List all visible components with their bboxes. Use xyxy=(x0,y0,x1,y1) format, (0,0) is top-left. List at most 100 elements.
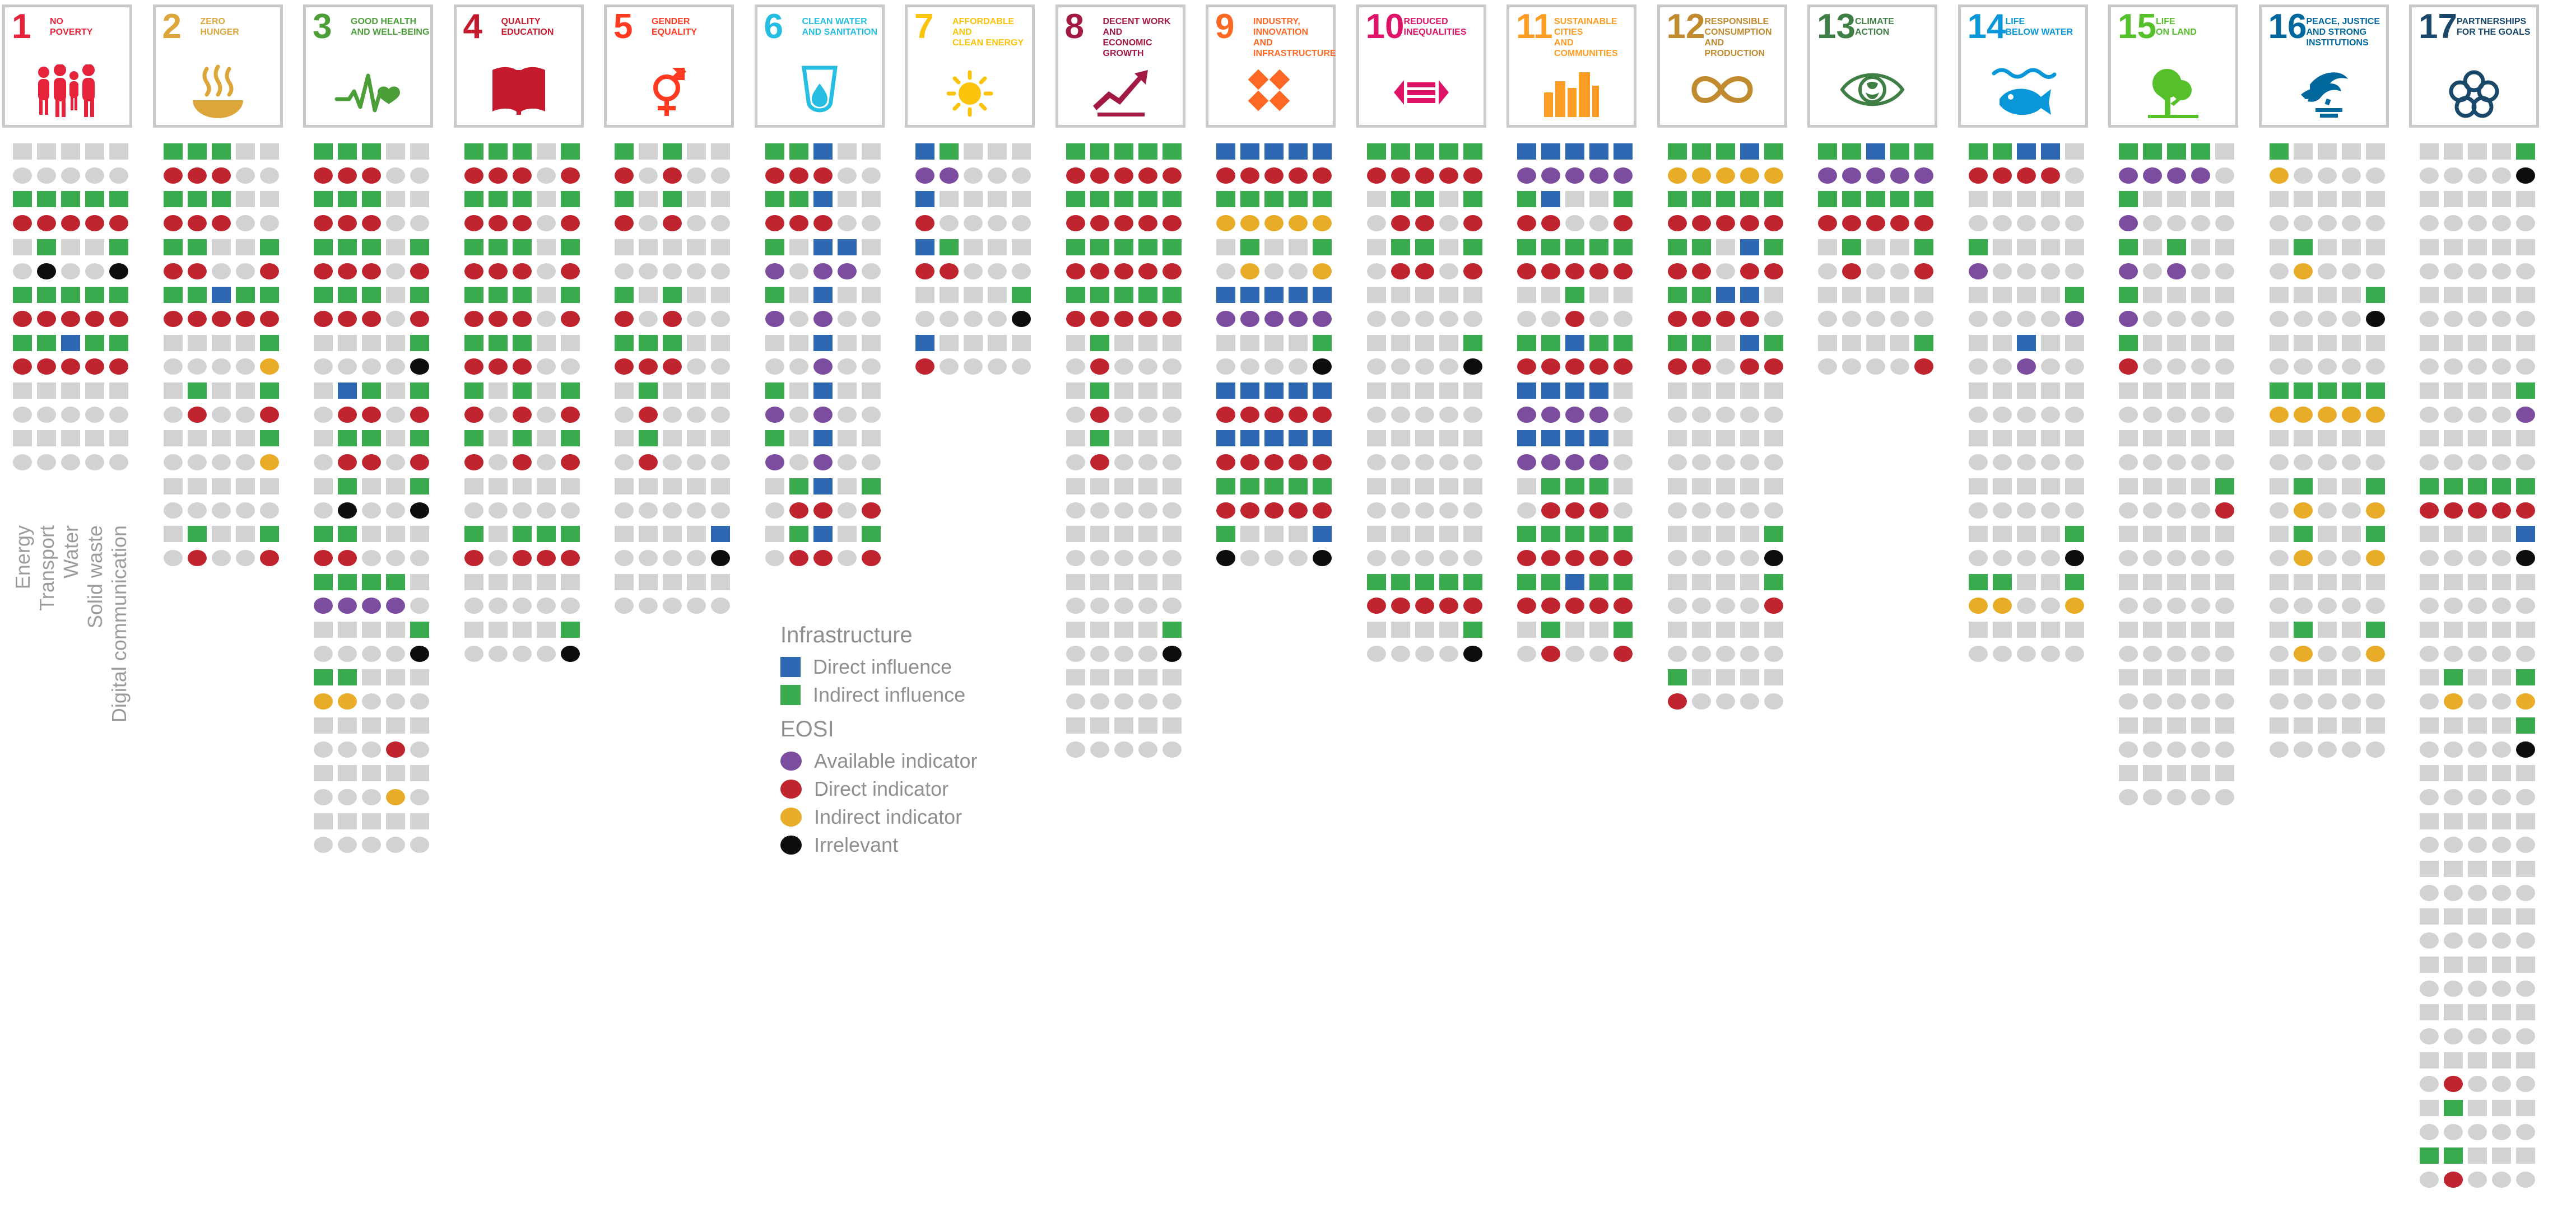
matrix-cell-g12-r2-c5 xyxy=(1764,167,1783,184)
matrix-cell-g8-r21-c5 xyxy=(1162,622,1182,638)
matrix-cell-g16-r21-c5 xyxy=(2365,622,2385,638)
legend-irrelevant-label: Irrelevant xyxy=(814,833,899,856)
matrix-cell-g14-r14-c3 xyxy=(2016,454,2036,471)
matrix-cell-g3-r23-c5 xyxy=(410,669,429,686)
sdg-card-14: 14 LIFE BELOW WATER xyxy=(1957,4,2088,128)
matrix-cell-g4-r14-c4 xyxy=(536,454,556,471)
matrix-cell-g7-r3-c1 xyxy=(915,191,934,208)
matrix-cell-g10-r13-c2 xyxy=(1391,430,1410,447)
matrix-cell-g17-r8-c2 xyxy=(2444,310,2463,327)
matrix-cell-g16-r25-c5 xyxy=(2365,717,2385,734)
matrix-cell-g17-r21-c2 xyxy=(2444,622,2463,638)
matrix-cell-g1-r3-c1 xyxy=(13,191,32,208)
matrix-cell-g10-r18-c4 xyxy=(1439,549,1458,566)
matrix-cell-g3-r20-c2 xyxy=(338,598,357,614)
sdg-6-icon xyxy=(792,64,848,123)
matrix-cell-g10-r7-c5 xyxy=(1463,287,1482,304)
matrix-cell-g12-r12-c4 xyxy=(1740,406,1759,423)
matrix-cell-g8-r20-c1 xyxy=(1066,598,1085,614)
matrix-cell-g4-r10-c2 xyxy=(488,358,508,375)
matrix-cell-g9-r14-c4 xyxy=(1289,454,1308,471)
matrix-cell-g13-r5-c3 xyxy=(1866,239,1885,255)
matrix-cell-g17-r41-c1 xyxy=(2420,1100,2439,1116)
matrix-cell-g14-r19-c1 xyxy=(1968,573,1988,590)
matrix-cell-g5-r6-c4 xyxy=(687,263,706,279)
matrix-cell-g17-r29-c2 xyxy=(2444,813,2463,829)
matrix-cell-g3-r4-c1 xyxy=(314,215,333,232)
matrix-cell-g15-r6-c4 xyxy=(2191,263,2210,279)
matrix-cell-g6-r13-c4 xyxy=(837,430,857,447)
matrix-cell-g4-r5-c4 xyxy=(536,239,556,255)
matrix-cell-g1-r9-c3 xyxy=(61,334,80,351)
matrix-cell-g4-r6-c3 xyxy=(512,263,532,279)
matrix-cell-g1-r2-c4 xyxy=(85,167,104,184)
matrix-cell-g13-r2-c1 xyxy=(1818,167,1837,184)
legend-eosi-heading: EOSI xyxy=(780,717,834,741)
matrix-cell-g11-r2-c5 xyxy=(1614,167,1633,184)
matrix-cell-g1-r2-c2 xyxy=(37,167,56,184)
matrix-cell-g11-r4-c2 xyxy=(1541,215,1560,232)
matrix-cell-g11-r1-c1 xyxy=(1517,143,1536,160)
matrix-cell-g14-r3-c5 xyxy=(2064,191,2084,208)
matrix-cell-g11-r7-c2 xyxy=(1541,287,1560,304)
matrix-cell-g9-r15-c3 xyxy=(1264,478,1284,494)
matrix-cell-g9-r13-c3 xyxy=(1264,430,1284,447)
matrix-cell-g16-r17-c2 xyxy=(2293,526,2313,543)
matrix-cell-g5-r7-c3 xyxy=(663,287,682,304)
matrix-cell-g2-r11-c2 xyxy=(187,382,207,399)
matrix-cell-g10-r20-c1 xyxy=(1366,598,1386,614)
matrix-cell-g17-r26-c1 xyxy=(2420,741,2439,758)
matrix-cell-g2-r10-c5 xyxy=(259,358,279,375)
sdg-6-title: CLEAN WATER AND SANITATION xyxy=(802,17,878,37)
matrix-cell-g6-r13-c2 xyxy=(789,430,808,447)
matrix-cell-g5-r2-c5 xyxy=(711,167,730,184)
matrix-cell-g14-r11-c4 xyxy=(2040,382,2060,399)
matrix-cell-g14-r16-c1 xyxy=(1968,502,1988,519)
matrix-cell-g10-r16-c2 xyxy=(1391,502,1410,519)
matrix-cell-g17-r23-c1 xyxy=(2420,669,2439,686)
matrix-cell-g3-r2-c3 xyxy=(362,167,381,184)
matrix-cell-g10-r18-c1 xyxy=(1366,549,1386,566)
matrix-cell-g17-r36-c2 xyxy=(2444,980,2463,997)
matrix-cell-g4-r20-c2 xyxy=(488,598,508,614)
matrix-cell-g12-r5-c2 xyxy=(1691,239,1711,255)
matrix-cell-g4-r22-c4 xyxy=(536,645,556,662)
matrix-cell-g17-r16-c3 xyxy=(2468,502,2487,519)
matrix-cell-g15-r12-c5 xyxy=(2215,406,2234,423)
matrix-cell-g5-r8-c1 xyxy=(615,310,634,327)
matrix-cell-g16-r2-c1 xyxy=(2269,167,2289,184)
matrix-cell-g17-r24-c2 xyxy=(2444,693,2463,710)
matrix-cell-g13-r5-c1 xyxy=(1818,239,1837,255)
matrix-cell-g3-r6-c4 xyxy=(386,263,405,279)
matrix-cell-g12-r13-c3 xyxy=(1715,430,1735,447)
matrix-cell-g17-r12-c1 xyxy=(2420,406,2439,423)
matrix-cell-g6-r17-c4 xyxy=(837,526,857,543)
matrix-cell-g10-r14-c3 xyxy=(1415,454,1434,471)
sdg-16-title: PEACE, JUSTICE AND STRONG INSTITUTIONS xyxy=(2306,17,2380,48)
matrix-cell-g3-r18-c1 xyxy=(314,549,333,566)
matrix-cell-g8-r7-c1 xyxy=(1066,287,1085,304)
matrix-cell-g16-r11-c2 xyxy=(2293,382,2313,399)
matrix-cell-g3-r11-c5 xyxy=(410,382,429,399)
sdg-4-number: 4 xyxy=(463,7,482,46)
matrix-cell-g7-r3-c3 xyxy=(964,191,983,208)
sdg-card-8: 8 DECENT WORK AND ECONOMIC GROWTH xyxy=(1055,4,1185,128)
matrix-cell-g10-r8-c1 xyxy=(1366,310,1386,327)
matrix-cell-g17-r9-c5 xyxy=(2516,334,2535,351)
matrix-cell-g13-r5-c2 xyxy=(1842,239,1861,255)
matrix-cell-g15-r18-c4 xyxy=(2191,549,2210,566)
matrix-cell-g17-r6-c1 xyxy=(2420,263,2439,279)
matrix-cell-g10-r1-c5 xyxy=(1463,143,1482,160)
matrix-cell-g17-r1-c4 xyxy=(2492,143,2511,160)
matrix-cell-g17-r20-c4 xyxy=(2492,598,2511,614)
matrix-cell-g14-r16-c5 xyxy=(2064,502,2084,519)
matrix-cell-g14-r7-c1 xyxy=(1968,287,1988,304)
matrix-cell-g14-r6-c2 xyxy=(1992,263,2012,279)
matrix-cell-g14-r13-c2 xyxy=(1992,430,2012,447)
matrix-cell-g16-r8-c5 xyxy=(2365,310,2385,327)
matrix-cell-g8-r15-c2 xyxy=(1090,478,1109,494)
matrix-cell-g15-r1-c2 xyxy=(2143,143,2162,160)
matrix-cell-g17-r22-c4 xyxy=(2492,645,2511,662)
matrix-cell-g2-r9-c2 xyxy=(187,334,207,351)
matrix-cell-g10-r19-c4 xyxy=(1439,573,1458,590)
